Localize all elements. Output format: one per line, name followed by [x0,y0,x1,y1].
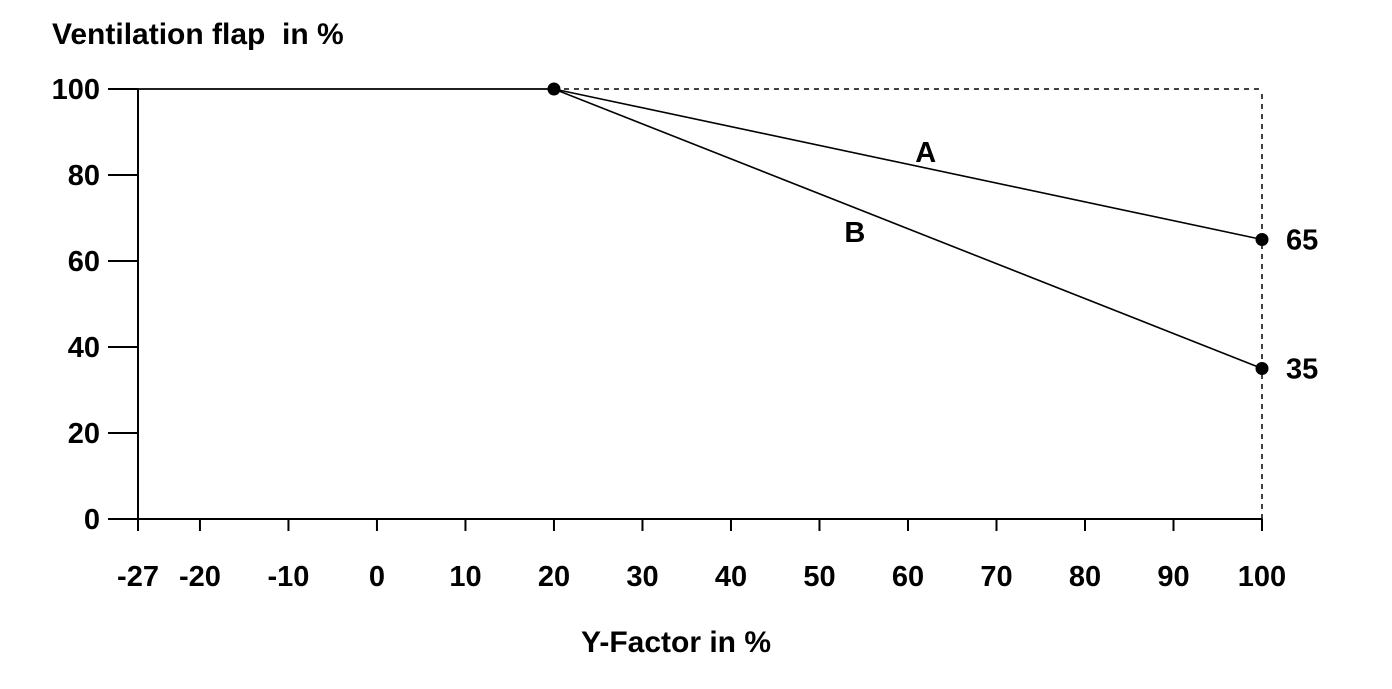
y-axis-ticks: 0 20 40 60 80 100 [52,74,138,536]
x-tick-label: 30 [626,561,658,593]
series-line-a [138,88,1263,241]
series-line-b [138,88,1263,370]
x-tick-label: 70 [980,561,1012,593]
x-tick-label: -20 [179,561,221,593]
x-tick-label: 100 [1238,561,1286,593]
x-tick-label: -27 [117,561,159,593]
series-lines [138,88,1263,370]
chart-labels: A B 65 35 [844,137,1318,385]
axes [137,89,1262,520]
x-tick-label: -10 [267,561,309,593]
y-tick-label: 0 [84,504,100,536]
value-annotation: 65 [1286,225,1318,257]
x-axis-title: Y-Factor in % [581,626,771,659]
y-tick-label: 40 [68,332,100,364]
y-tick-label: 80 [68,160,100,192]
x-tick-label: 50 [803,561,835,593]
x-tick-label: 20 [538,561,570,593]
y-tick-label: 100 [52,74,100,106]
x-tick-label: 80 [1069,561,1101,593]
x-tick-label: 0 [369,561,385,593]
y-axis-title: Ventilation flap in % [52,18,344,51]
series-label-a: A [915,137,936,169]
x-tick-label: 10 [449,561,481,593]
x-axis-ticks: -27 -20 -10 0 10 20 30 40 50 60 70 80 90 100 [117,519,1286,593]
data-markers [547,82,1269,375]
data-point-marker [1255,233,1269,246]
data-point-marker [547,82,561,96]
y-tick-label: 20 [68,418,100,450]
x-tick-label: 60 [892,561,924,593]
x-tick-label: 90 [1157,561,1189,593]
series-label-b: B [844,217,865,249]
reference-lines [553,88,1263,519]
value-annotation: 35 [1286,354,1318,386]
x-tick-label: 40 [715,561,747,593]
data-point-marker [1255,362,1269,375]
y-tick-label: 60 [68,246,100,278]
